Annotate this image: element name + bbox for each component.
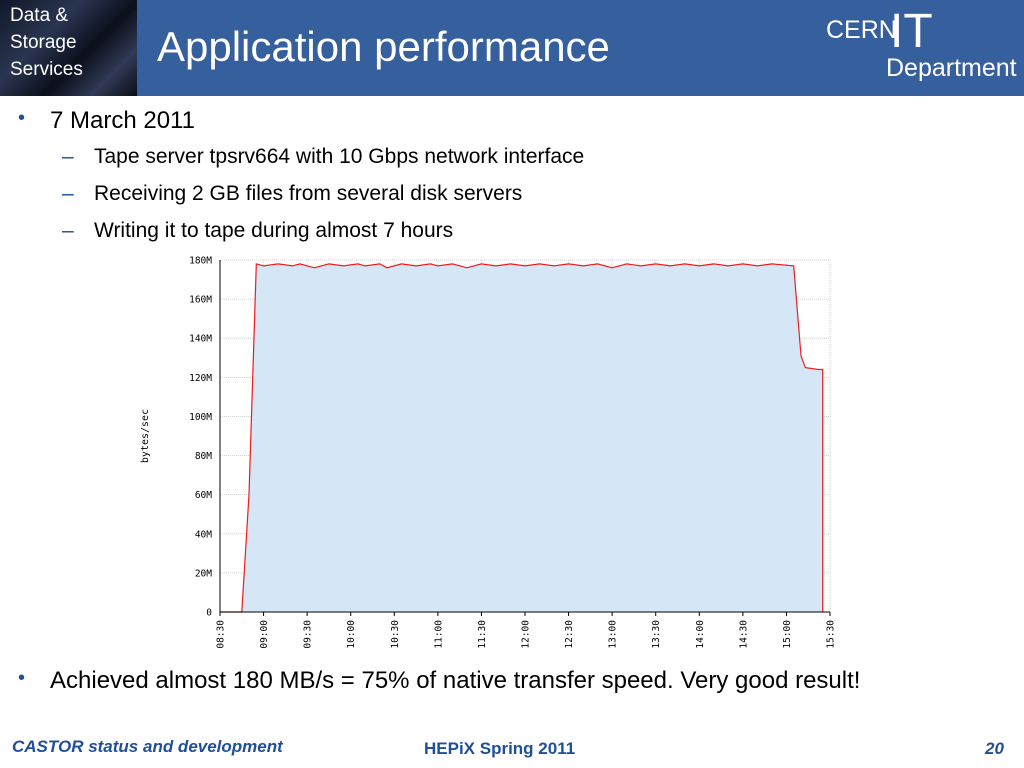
section-badge: Data & Storage Services	[0, 0, 137, 96]
x-tick-label: 09:00	[259, 620, 270, 649]
y-axis-label: bytes/sec	[140, 409, 151, 463]
sub-bullet-text: Writing it to tape during almost 7 hours	[94, 219, 454, 242]
y-tick-label: 20M	[195, 568, 212, 579]
x-tick-label: 12:30	[564, 620, 575, 649]
y-tick-label: 60M	[195, 490, 212, 501]
x-tick-label: 08:30	[216, 620, 227, 649]
throughput-chart: 0 20M 40M 60M 80M 100M 120M 140M 160M 180M 08:30 09…	[140, 256, 837, 649]
x-tick-label: 14:30	[738, 620, 749, 649]
dash-icon: –	[62, 145, 74, 168]
footer-event: HEPiX Spring 2011	[424, 739, 576, 758]
section-label: Data & Storage Services	[10, 5, 83, 80]
throughput-line	[220, 263, 824, 613]
y-tick-label: 140M	[189, 334, 212, 345]
y-tick-label: 180M	[189, 256, 212, 267]
throughput-area	[220, 263, 823, 612]
x-tick-label: 13:30	[651, 620, 662, 649]
y-tick-label: 120M	[189, 373, 212, 384]
sub-bullet-text: Tape server tpsrv664 with 10 Gbps networ…	[94, 145, 585, 168]
y-tick-label: 160M	[189, 295, 212, 306]
logo-department: Department	[886, 54, 1017, 82]
footer-presentation-title: CASTOR status and development	[12, 737, 283, 756]
y-tick-label: 100M	[189, 412, 212, 423]
x-tick-label: 11:00	[433, 620, 444, 649]
x-tick-label: 14:00	[695, 620, 706, 649]
y-tick-label: 40M	[195, 529, 212, 540]
dash-icon: –	[62, 219, 74, 242]
slide-title: Application performance	[157, 23, 610, 70]
x-tick-label: 13:00	[608, 620, 619, 649]
x-tick-label: 10:30	[390, 620, 401, 649]
bullet-result-text: Achieved almost 180 MB/s = 75% of native…	[50, 667, 861, 694]
bullet-icon: •	[18, 107, 26, 129]
page-number: 20	[985, 739, 1004, 758]
x-tick-label: 09:30	[303, 620, 314, 649]
x-tick-label: 15:00	[782, 620, 793, 649]
y-tick-label: 0	[206, 608, 212, 619]
logo-cern: CERN	[826, 16, 897, 44]
bullet-date-text: 7 March 2011	[50, 107, 195, 134]
dash-icon: –	[62, 182, 74, 205]
logo-it: IT	[890, 5, 933, 58]
bullet-icon: •	[18, 667, 26, 689]
sub-bullet-text: Receiving 2 GB files from several disk s…	[94, 182, 523, 205]
header-bar: Data & Storage Services Application perf…	[0, 0, 1024, 96]
y-tick-label: 80M	[195, 451, 212, 462]
x-tick-label: 10:00	[346, 620, 357, 649]
x-tick-label: 11:30	[477, 620, 488, 649]
x-tick-label: 15:30	[826, 620, 837, 649]
x-tick-label: 12:00	[521, 620, 532, 649]
cern-it-logo: CERN IT Department	[822, 5, 1022, 88]
